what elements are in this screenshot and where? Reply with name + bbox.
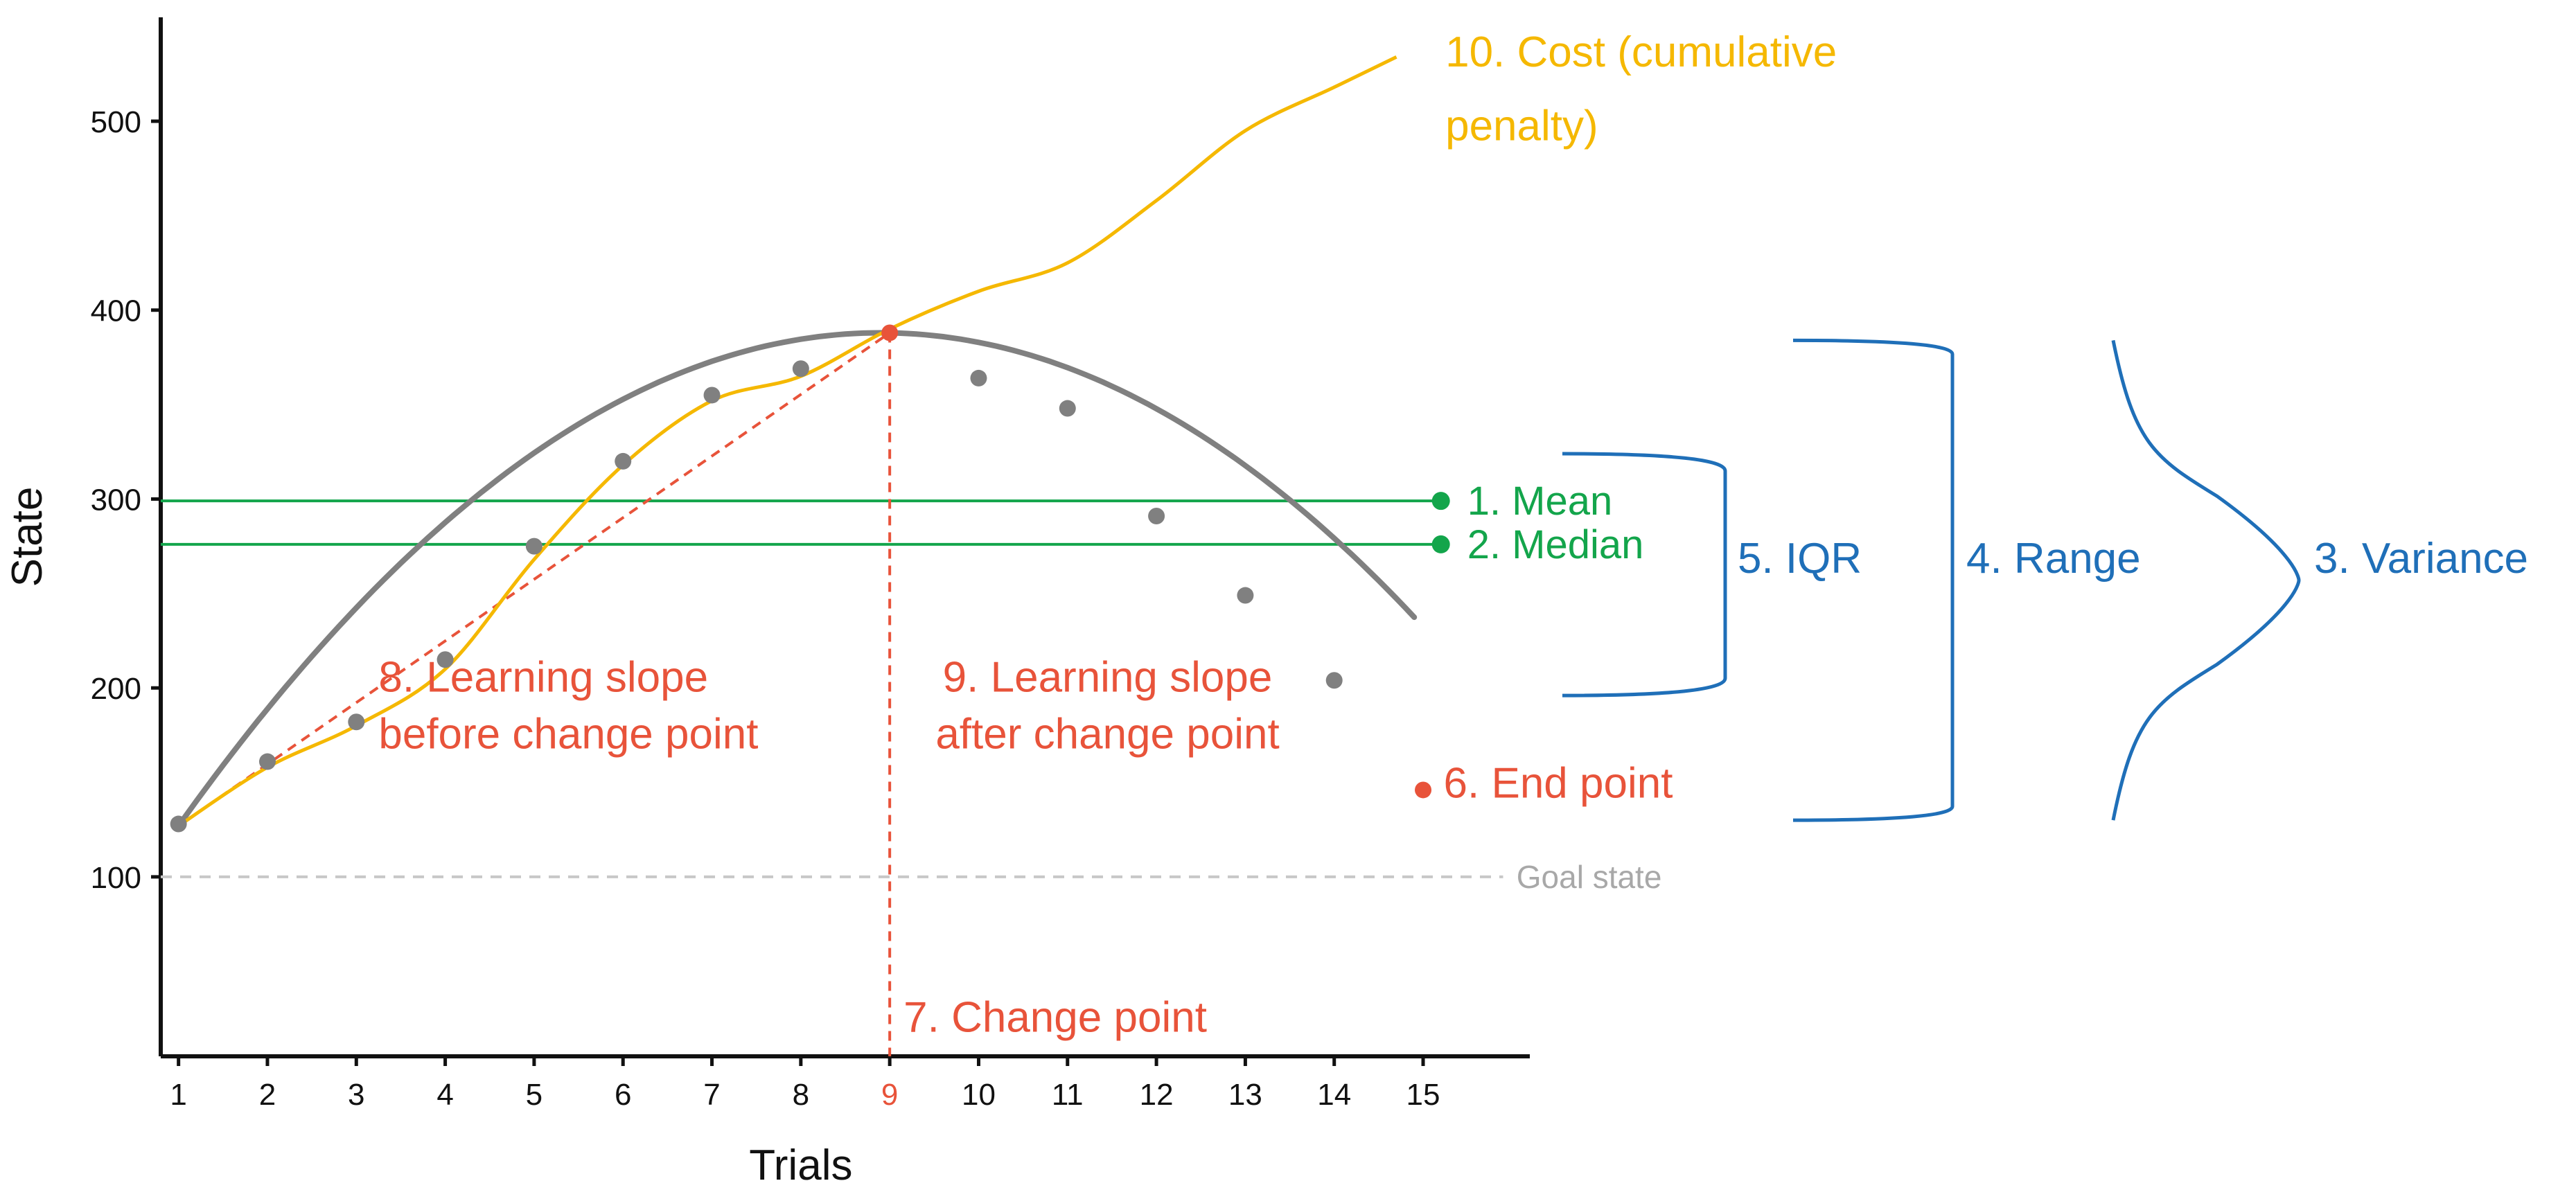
x-tick-label: 7 (703, 1078, 720, 1112)
slope-before-label-line-1: 8. Learning slope (378, 654, 708, 702)
y-tick-label: 300 (91, 483, 141, 517)
data-point (1325, 672, 1343, 689)
x-tick-label: 13 (1228, 1078, 1262, 1112)
brackets (1562, 338, 2301, 822)
y-tick-label: 400 (91, 294, 141, 328)
iqr-label: 5. IQR (1738, 535, 1862, 583)
slope-after-label-line-1: 9. Learning slope (943, 654, 1273, 702)
x-tick-label: 12 (1140, 1078, 1174, 1112)
x-tick-label: 6 (615, 1078, 631, 1112)
slope-before-label-line-2: before change point (378, 710, 758, 758)
x-tick-label: 3 (348, 1078, 364, 1112)
data-point (1059, 400, 1076, 417)
cost-label-line-2: penalty) (1445, 102, 1598, 150)
data-point (970, 369, 987, 387)
x-tick-label: 14 (1317, 1078, 1351, 1112)
y-tick-label: 500 (91, 105, 141, 139)
data-point (792, 360, 809, 378)
x-tick-label: 1 (170, 1078, 186, 1112)
data-points (170, 324, 1450, 833)
data-point (1237, 587, 1254, 604)
change-point-label: 7. Change point (903, 994, 1207, 1042)
slope-before-line (177, 331, 891, 827)
data-point (436, 651, 454, 668)
data-point (525, 538, 542, 555)
mean-label: 1. Mean (1467, 479, 1613, 524)
data-point (1148, 508, 1165, 524)
x-tick-label: 4 (436, 1078, 453, 1112)
x-tick-label: 15 (1406, 1078, 1440, 1112)
iqr-bracket (1562, 452, 1727, 698)
end-point-marker (1415, 781, 1432, 799)
variance-curve (2111, 339, 2301, 821)
y-tick-label: 200 (91, 672, 141, 706)
axes (151, 17, 1530, 1066)
x-tick-label: 10 (962, 1078, 996, 1112)
data-point (170, 815, 187, 833)
mean-endpoint (1431, 492, 1450, 510)
labels: 1 2 3 4 5 6 7 8 9 10 11 12 13 14 15100200300400500Tria… (3, 28, 2528, 1189)
x-tick-label: 2 (259, 1078, 276, 1112)
x-tick-label: 11 (1052, 1078, 1084, 1112)
x-tick-label: 5 (526, 1078, 542, 1112)
cost-curve (177, 55, 1397, 828)
data-point (348, 713, 365, 731)
y-tick-label: 100 (91, 861, 141, 895)
x-tick-label: 8 (793, 1078, 809, 1112)
variance-label: 3. Variance (2314, 535, 2528, 583)
change-point-marker (881, 324, 899, 341)
x-axis-title: Trials (749, 1142, 852, 1189)
data-point (703, 387, 721, 404)
goal-state-label: Goal state (1517, 859, 1662, 895)
median-endpoint (1431, 535, 1450, 553)
x-tick-label: 9 (881, 1078, 898, 1112)
y-axis-title: State (3, 487, 51, 587)
range-bracket (1792, 338, 1955, 822)
cost-label-line-1: 10. Cost (cumulative (1445, 28, 1837, 76)
slope-after-label-line-2: after change point (935, 710, 1279, 758)
fitted-curve (175, 330, 1418, 829)
range-label: 4. Range (1966, 535, 2141, 583)
end-point-label: 6. End point (1444, 759, 1673, 807)
data-point (615, 452, 632, 470)
curves (175, 55, 1418, 829)
median-label: 2. Median (1467, 522, 1644, 567)
data-point (258, 753, 276, 770)
annotation-lines (161, 331, 1503, 1056)
